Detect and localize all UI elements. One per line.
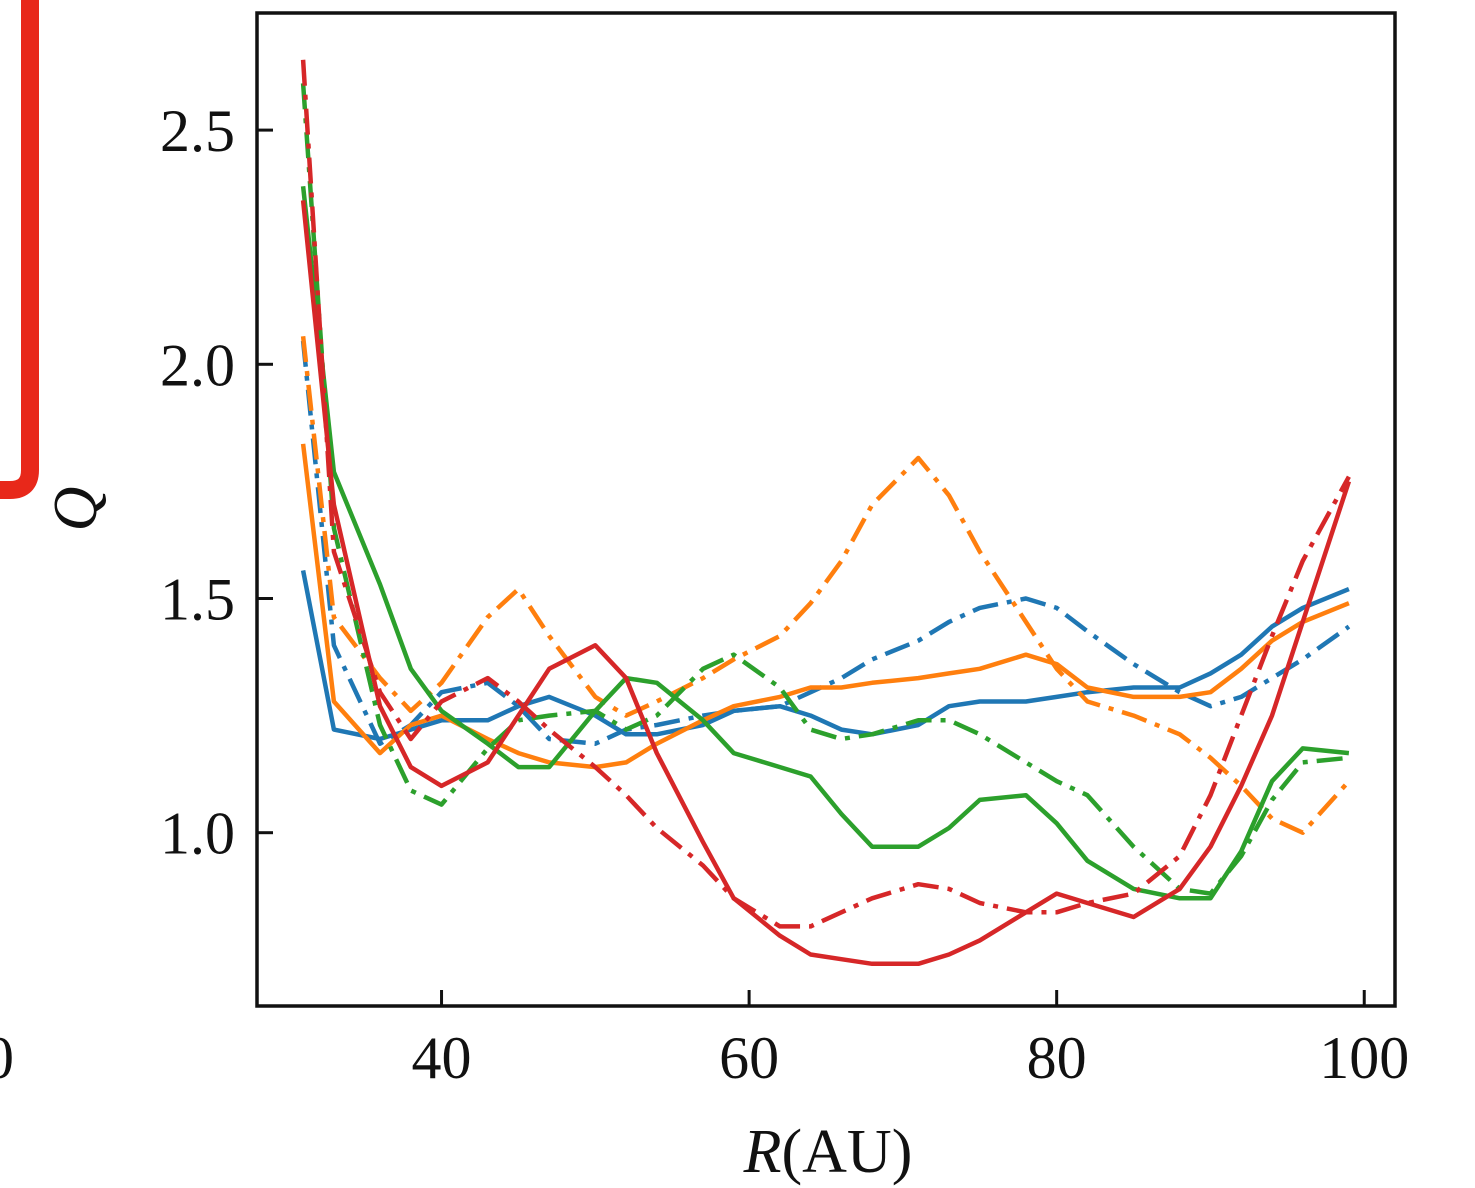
y-axis-label: Q: [42, 487, 110, 532]
x-axis-label-symbol: R: [743, 1118, 782, 1186]
axis-tick-labels: 40 60 80 100 1.0 1.5 2.0 2.5: [160, 98, 1409, 1091]
series-line-1: [300, 569, 1350, 742]
axis-ticks: [257, 128, 1366, 1006]
y-tick-label-1.5: 1.5: [160, 566, 235, 632]
plot-frame: [255, 11, 1397, 1008]
x-tick-label-100: 100: [1319, 1025, 1409, 1091]
y-tick-label-1: 1.0: [160, 801, 235, 867]
series-line-8: [300, 59, 1351, 929]
plot-lines: [300, 59, 1352, 967]
left-panel-tick-label: 0: [0, 1025, 14, 1091]
series-line-6: [300, 83, 1350, 896]
series-line-4: [300, 335, 1351, 835]
x-axis-label: R(AU): [743, 1118, 913, 1186]
series-line-7: [300, 200, 1352, 967]
series-line-3: [300, 443, 1350, 770]
x-tick-label-80: 80: [1027, 1025, 1087, 1091]
y-tick-label-2: 2.0: [160, 332, 235, 398]
series-line-5: [300, 186, 1350, 901]
y-tick-label-2.5: 2.5: [160, 98, 235, 164]
x-tick-label-40: 40: [412, 1025, 472, 1091]
x-tick-label-60: 60: [719, 1025, 779, 1091]
left-panel-frame: [0, 0, 39, 499]
x-axis-label-unit: (AU): [782, 1118, 913, 1186]
